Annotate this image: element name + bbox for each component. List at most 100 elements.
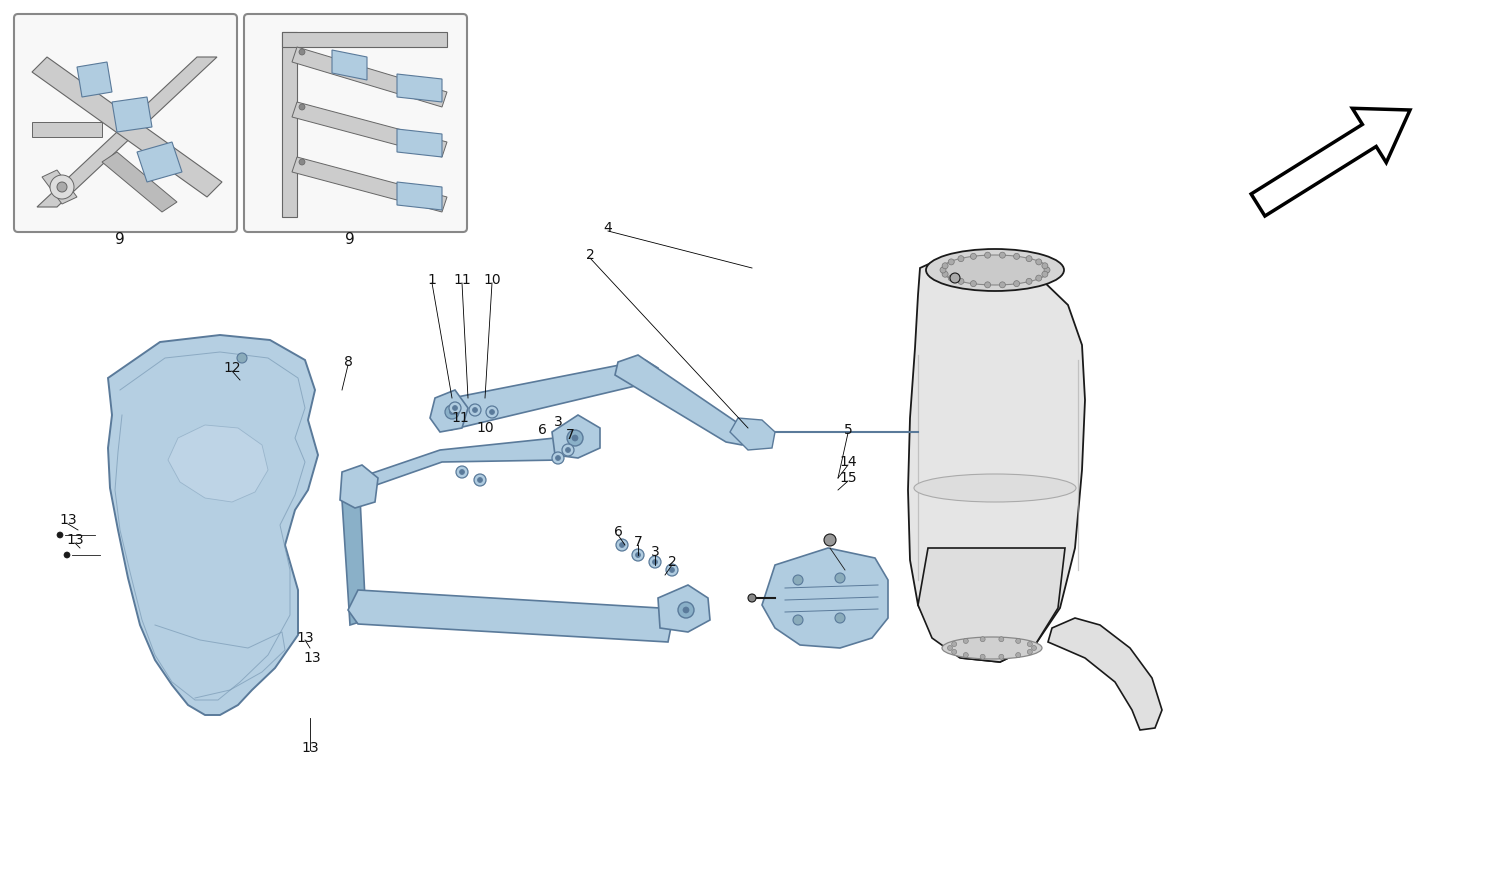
Circle shape	[999, 282, 1005, 287]
Text: 1: 1	[427, 273, 436, 287]
Circle shape	[980, 636, 986, 642]
Polygon shape	[168, 425, 268, 502]
Circle shape	[477, 478, 483, 482]
Polygon shape	[108, 335, 318, 715]
Polygon shape	[552, 415, 600, 458]
Circle shape	[567, 430, 584, 446]
Circle shape	[298, 159, 304, 165]
Circle shape	[632, 549, 644, 561]
Text: 7: 7	[633, 535, 642, 549]
Circle shape	[948, 259, 954, 265]
Circle shape	[562, 444, 574, 456]
Circle shape	[950, 273, 960, 283]
Circle shape	[836, 573, 844, 583]
Circle shape	[1016, 638, 1020, 643]
Polygon shape	[38, 57, 218, 207]
Circle shape	[836, 613, 844, 623]
Circle shape	[958, 255, 964, 262]
Polygon shape	[292, 157, 447, 212]
Circle shape	[1026, 279, 1032, 284]
Circle shape	[1044, 267, 1050, 273]
Text: 13: 13	[66, 533, 84, 547]
Polygon shape	[398, 182, 442, 210]
Circle shape	[948, 645, 952, 651]
Text: 6: 6	[614, 525, 622, 539]
Circle shape	[940, 267, 946, 273]
Circle shape	[57, 182, 68, 192]
Circle shape	[794, 615, 802, 625]
Polygon shape	[658, 585, 710, 632]
Circle shape	[1042, 271, 1048, 277]
Circle shape	[951, 650, 957, 654]
FancyBboxPatch shape	[13, 14, 237, 232]
Text: 15: 15	[839, 471, 856, 485]
Circle shape	[1016, 652, 1020, 658]
Circle shape	[980, 654, 986, 659]
Circle shape	[50, 175, 74, 199]
Circle shape	[474, 474, 486, 486]
Text: 8: 8	[344, 355, 352, 369]
Circle shape	[459, 470, 465, 474]
Circle shape	[552, 452, 564, 464]
Circle shape	[963, 652, 969, 658]
Polygon shape	[350, 438, 566, 512]
Circle shape	[450, 409, 454, 415]
Circle shape	[669, 568, 675, 572]
Circle shape	[970, 280, 976, 287]
Circle shape	[616, 539, 628, 551]
Text: 10: 10	[476, 421, 494, 435]
Polygon shape	[762, 548, 888, 648]
Text: 14: 14	[839, 455, 856, 469]
Polygon shape	[918, 548, 1065, 662]
Text: 11: 11	[452, 411, 470, 425]
Polygon shape	[908, 258, 1084, 662]
Polygon shape	[348, 590, 672, 642]
Polygon shape	[76, 62, 112, 97]
Circle shape	[650, 556, 662, 568]
Circle shape	[678, 602, 694, 618]
Circle shape	[682, 607, 688, 613]
Polygon shape	[32, 122, 102, 137]
Polygon shape	[342, 497, 366, 625]
Circle shape	[984, 252, 990, 258]
Text: 12: 12	[224, 361, 242, 375]
Polygon shape	[136, 142, 182, 182]
Circle shape	[446, 405, 459, 419]
Circle shape	[942, 263, 948, 269]
Ellipse shape	[942, 637, 1042, 659]
Text: 9: 9	[345, 232, 355, 247]
Circle shape	[456, 466, 468, 478]
Circle shape	[984, 282, 990, 287]
Text: 3: 3	[651, 545, 660, 559]
Polygon shape	[430, 390, 468, 432]
Polygon shape	[112, 97, 152, 132]
Text: 2: 2	[668, 555, 676, 569]
Text: 13: 13	[302, 741, 320, 755]
Circle shape	[999, 654, 1004, 659]
Circle shape	[566, 448, 570, 452]
Circle shape	[57, 532, 63, 538]
Circle shape	[572, 435, 578, 441]
Circle shape	[555, 456, 561, 460]
Polygon shape	[1251, 109, 1410, 216]
Circle shape	[970, 254, 976, 259]
Circle shape	[64, 552, 70, 558]
Text: 10: 10	[483, 273, 501, 287]
Text: 9: 9	[116, 232, 124, 247]
Circle shape	[486, 406, 498, 418]
Circle shape	[453, 406, 458, 410]
Polygon shape	[730, 418, 776, 450]
Text: 13: 13	[303, 651, 321, 665]
FancyBboxPatch shape	[244, 14, 466, 232]
Text: 13: 13	[58, 513, 76, 527]
Text: 4: 4	[603, 221, 612, 235]
Circle shape	[298, 104, 304, 110]
Circle shape	[620, 543, 624, 547]
Polygon shape	[292, 102, 447, 157]
Text: 6: 6	[537, 423, 546, 437]
Circle shape	[942, 271, 948, 277]
Polygon shape	[32, 57, 222, 197]
Polygon shape	[292, 47, 447, 107]
Text: 11: 11	[453, 273, 471, 287]
Polygon shape	[102, 152, 177, 212]
